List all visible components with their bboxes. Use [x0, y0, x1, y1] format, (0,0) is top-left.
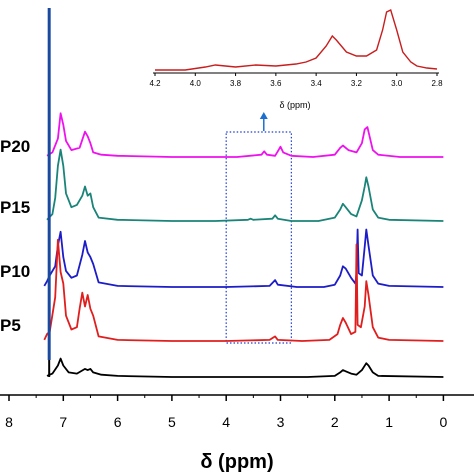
- x-tick-label: 0: [440, 414, 448, 430]
- x-tick-label: 6: [114, 414, 122, 430]
- series-label-p5: P5: [0, 316, 21, 335]
- zoom-arrow: [259, 112, 268, 131]
- spectrum-p20: [46, 112, 444, 158]
- inset-x-tick-label: 3.0: [391, 79, 403, 88]
- spectrum-p5: [43, 238, 444, 342]
- spectrum-p15: [46, 148, 444, 222]
- spectra-traces: [43, 112, 444, 378]
- zoom-arrow-head: [259, 112, 268, 119]
- series-labels-group: P20 P15 P10 P5: [0, 137, 30, 335]
- x-tick-label: 3: [277, 414, 285, 430]
- inset-x-tick-label: 2.8: [431, 79, 443, 88]
- x-tick-label: 7: [59, 414, 67, 430]
- inset-chart: 4.2 4.0 3.8 3.6 3.4 3.2 3.0 2.8 δ (ppm): [149, 9, 443, 110]
- inset-x-axis: 4.2 4.0 3.8 3.6 3.4 3.2 3.0 2.8: [149, 72, 443, 88]
- series-label-p20: P20: [0, 137, 30, 156]
- x-tick-label: 4: [222, 414, 230, 430]
- series-label-p10: P10: [0, 262, 30, 281]
- spectrum-p10: [43, 228, 444, 288]
- inset-x-tick-label: 3.2: [351, 79, 363, 88]
- inset-spectrum: [155, 9, 438, 71]
- series-label-p15: P15: [0, 198, 30, 217]
- x-tick-label: 2: [331, 414, 339, 430]
- inset-x-tick-label: 4.2: [149, 79, 161, 88]
- inset-x-tick-label: 4.0: [190, 79, 202, 88]
- inset-x-tick-label: 3.6: [270, 79, 282, 88]
- inset-x-axis-title: δ (ppm): [279, 100, 310, 110]
- x-axis-title: δ (ppm): [200, 451, 273, 473]
- inset-trace-group: [155, 9, 438, 71]
- spectrum-bottom: [46, 357, 444, 378]
- highlight-box: [225, 131, 292, 344]
- inset-x-tick-label: 3.4: [311, 79, 323, 88]
- inset-x-tick-label: 3.8: [230, 79, 242, 88]
- x-tick-label: 1: [385, 414, 393, 430]
- x-axis: 8 7 6 5 4 3 2 1 0: [0, 394, 474, 430]
- highlight-box-group: [225, 131, 292, 344]
- x-tick-label: 5: [168, 414, 176, 430]
- x-tick-label: 8: [5, 414, 13, 430]
